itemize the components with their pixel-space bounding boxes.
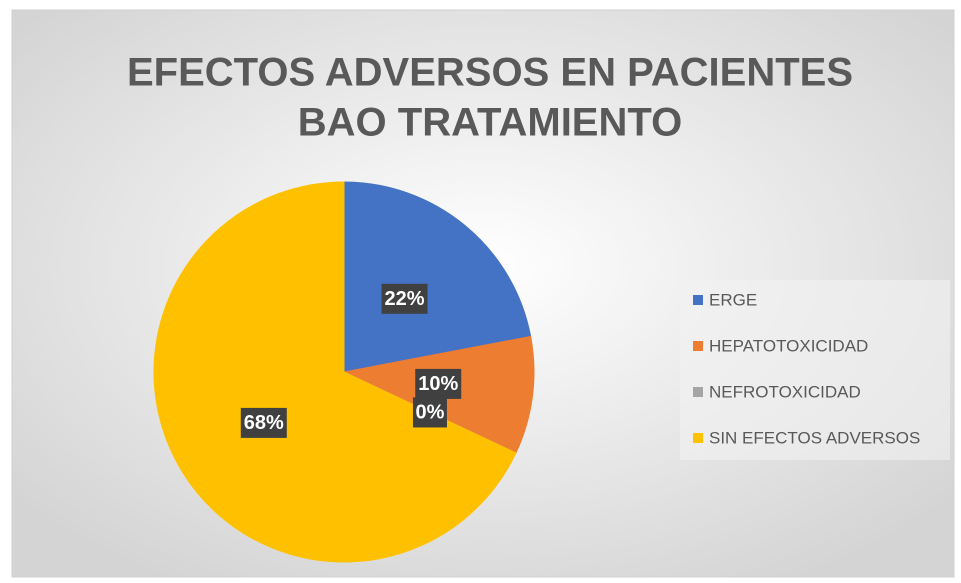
legend-swatch: [693, 341, 703, 351]
legend-label: NEFROTOXICIDAD: [709, 382, 861, 401]
chart-title-line: BAO TRATAMIENTO: [298, 101, 682, 145]
legend-label: SIN EFECTOS ADVERSOS: [709, 428, 920, 447]
data-label-box: [415, 368, 462, 399]
data-label-box: [412, 397, 447, 428]
data-label: 10%: [418, 373, 458, 395]
pie-slice: [343, 181, 532, 373]
data-label-box: [381, 283, 428, 314]
pie-slice: [153, 181, 517, 563]
legend-swatch: [693, 387, 703, 397]
data-labels: 22% 10% 0% 68%: [240, 283, 462, 438]
legend-box: [680, 280, 950, 460]
pie: [153, 181, 535, 563]
data-label: 22%: [385, 288, 425, 310]
data-label: 68%: [244, 412, 284, 434]
legend-swatch: [693, 433, 703, 443]
legend-label: ERGE: [709, 290, 757, 309]
legend-label: HEPATOTOXICIDAD: [709, 336, 868, 355]
chart-title: EFECTOS ADVERSOS EN PACIENTES BAO TRATAMI…: [127, 51, 853, 145]
legend-swatch: [693, 295, 703, 305]
chart-title-line: EFECTOS ADVERSOS EN PACIENTES: [127, 51, 853, 95]
data-label-box: [240, 407, 287, 438]
data-label: 0%: [416, 402, 445, 424]
legend: ERGE HEPATOTOXICIDAD NEFROTOXICIDAD SIN EFE…: [693, 290, 920, 447]
